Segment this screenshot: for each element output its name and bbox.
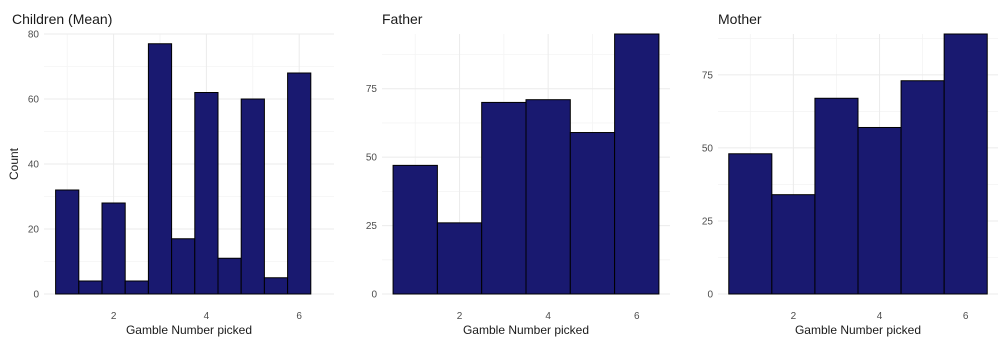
histogram-bar <box>101 202 126 295</box>
panel-title: Mother <box>718 11 762 27</box>
panel-title: Father <box>382 11 423 27</box>
histogram-bar <box>900 80 945 295</box>
histogram-bar <box>814 97 859 295</box>
y-tick-label: 50 <box>366 153 378 164</box>
x-tick-label: 6 <box>296 311 302 322</box>
y-tick-label: 0 <box>371 290 377 301</box>
histogram-bar <box>287 72 312 295</box>
y-tick-label: 75 <box>366 84 378 95</box>
x-tick-label: 4 <box>545 311 551 322</box>
x-tick-label: 2 <box>111 311 117 322</box>
y-tick-label: 50 <box>702 143 714 154</box>
histogram-bar <box>771 194 816 295</box>
x-tick-label: 4 <box>877 311 883 322</box>
y-tick-label: 25 <box>702 216 714 227</box>
histogram-bar <box>194 92 219 295</box>
panel-3: 2 4 6 0 25 50 75 Mother Gamble Number picked <box>702 11 998 337</box>
histogram-bar <box>124 280 149 295</box>
x-tick-label: 4 <box>204 311 210 322</box>
y-tick-label: 20 <box>28 225 40 236</box>
histogram-bar <box>217 257 242 295</box>
histogram-bar <box>857 126 902 295</box>
histogram-bar <box>728 153 773 295</box>
x-axis-label: Gamble Number picked <box>795 323 921 337</box>
histogram-bar <box>525 99 571 295</box>
histogram-bar <box>569 132 616 295</box>
histogram-bar <box>436 222 483 295</box>
y-tick-label: 0 <box>707 290 713 301</box>
y-tick-label: 40 <box>28 160 40 171</box>
x-tick-label: 2 <box>791 311 797 322</box>
y-tick-label: 0 <box>33 290 39 301</box>
x-tick-label: 6 <box>963 311 969 322</box>
x-tick-label: 6 <box>634 311 640 322</box>
x-axis-label: Gamble Number picked <box>126 323 252 337</box>
y-tick-label: 60 <box>28 95 40 106</box>
histogram-bar <box>392 164 438 295</box>
y-axis-label: Count <box>7 147 21 180</box>
histogram-bar <box>147 43 173 295</box>
histogram-bar <box>78 280 103 295</box>
histogram-bar <box>171 238 196 295</box>
histogram-bar <box>943 33 988 295</box>
y-tick-label: 80 <box>28 30 40 41</box>
histogram-bar <box>614 33 660 295</box>
y-tick-label: 25 <box>366 221 378 232</box>
histogram-bar <box>55 189 80 295</box>
histogram-bar <box>240 98 265 295</box>
x-axis-label: Gamble Number picked <box>463 323 589 337</box>
panel-2: 2 4 6 0 25 50 75 Father Gamble Number picked <box>366 11 670 337</box>
histogram-bar <box>263 277 289 295</box>
panel-title: Children (Mean) <box>12 11 112 27</box>
histogram-bar <box>481 101 527 295</box>
y-tick-label: 75 <box>702 70 714 81</box>
x-tick-label: 2 <box>457 311 463 322</box>
